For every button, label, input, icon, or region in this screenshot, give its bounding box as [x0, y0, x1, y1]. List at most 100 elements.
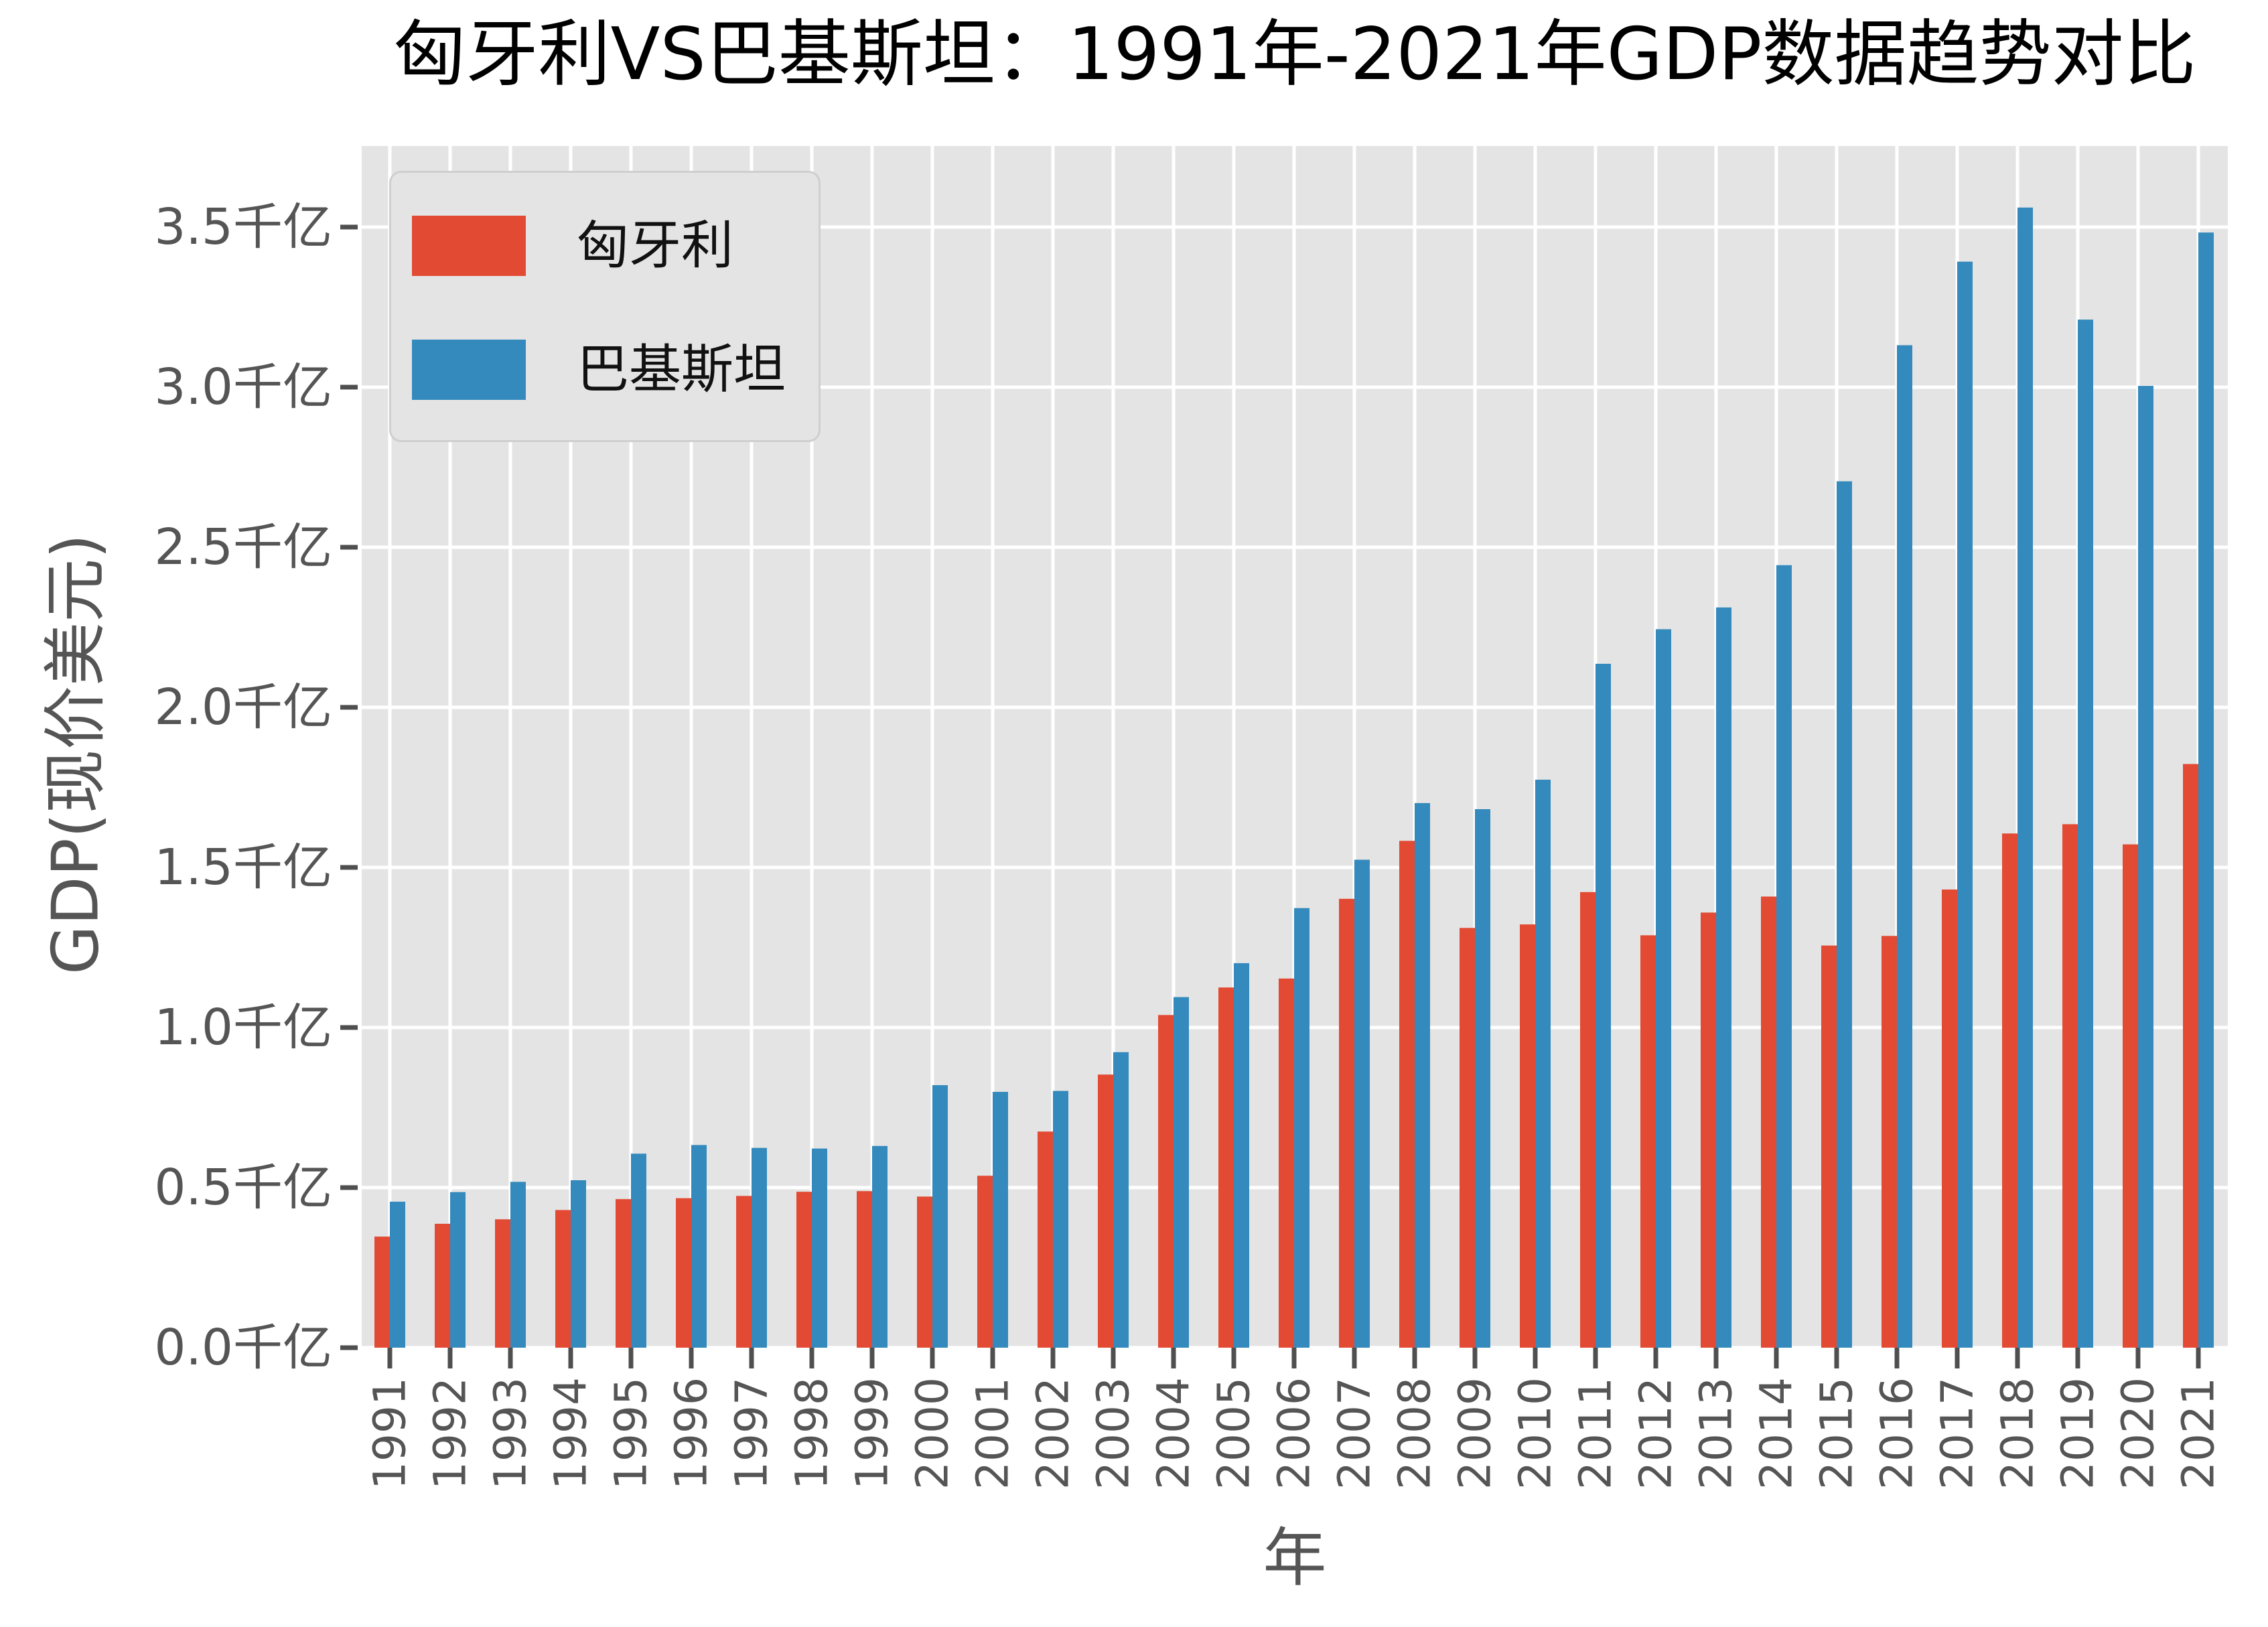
x-tick-label-2009: 2009: [1449, 1377, 1501, 1490]
bar-hungary-2020: [2123, 844, 2138, 1348]
bar-hungary-2018: [2002, 833, 2017, 1348]
legend-item-hungary: 匈牙利: [412, 216, 798, 276]
bar-hungary-2008: [1399, 841, 1415, 1348]
bar-pakistan-2004: [1174, 997, 1189, 1348]
x-tick-label-2020: 2020: [2113, 1377, 2164, 1490]
x-tick-label-2012: 2012: [1630, 1377, 1682, 1490]
bar-hungary-2002: [1038, 1131, 1053, 1348]
x-tick-label-1991: 1991: [364, 1377, 416, 1490]
bar-pakistan-2014: [1776, 565, 1792, 1348]
legend-label-hungary: 匈牙利: [577, 216, 734, 276]
bar-pakistan-2018: [2017, 207, 2033, 1348]
bar-pakistan-2020: [2138, 386, 2153, 1348]
bar-hungary-2019: [2062, 824, 2078, 1348]
bar-pakistan-2009: [1475, 809, 1490, 1348]
bar-hungary-1998: [796, 1192, 812, 1348]
bar-hungary-2004: [1158, 1015, 1174, 1348]
bar-hungary-2015: [1821, 945, 1837, 1348]
bar-hungary-1993: [495, 1219, 510, 1348]
bar-hungary-1995: [616, 1199, 631, 1348]
x-axis-title: 年: [1263, 1521, 1327, 1596]
bar-hungary-2007: [1339, 898, 1354, 1348]
x-tick-label-1996: 1996: [666, 1377, 717, 1490]
bar-hungary-2005: [1218, 987, 1234, 1348]
legend: 匈牙利 巴基斯坦: [389, 171, 821, 442]
y-tick-label-0.5: 0.5千亿: [154, 1159, 332, 1216]
bar-pakistan-1993: [510, 1182, 526, 1348]
hungary-swatch: [412, 216, 526, 276]
bar-pakistan-2000: [932, 1085, 948, 1348]
bar-hungary-2014: [1761, 896, 1776, 1348]
bar-hungary-1996: [676, 1198, 691, 1348]
x-tick-label-2013: 2013: [1691, 1377, 1742, 1490]
bar-pakistan-2010: [1535, 780, 1551, 1348]
x-tick-label-2001: 2001: [967, 1377, 1019, 1490]
bar-pakistan-2005: [1234, 963, 1249, 1348]
bar-hungary-2012: [1640, 935, 1656, 1348]
bar-hungary-1991: [374, 1236, 390, 1348]
y-tick-label-0: 0.0千亿: [154, 1319, 332, 1376]
x-tick-label-1999: 1999: [847, 1377, 898, 1490]
pakistan-swatch: [412, 340, 526, 400]
bar-pakistan-1998: [812, 1148, 827, 1348]
bar-pakistan-1996: [691, 1145, 707, 1348]
x-tick-label-2006: 2006: [1269, 1377, 1320, 1490]
x-tick-label-1997: 1997: [726, 1377, 778, 1490]
x-tick-label-2017: 2017: [1932, 1377, 1983, 1490]
y-tick-label-2: 2.0千亿: [154, 679, 332, 736]
x-tick-label-2015: 2015: [1811, 1377, 1863, 1490]
bar-pakistan-2017: [1957, 261, 1973, 1348]
y-tick-label-1: 1.0千亿: [154, 999, 332, 1056]
x-tick-label-2016: 2016: [1871, 1377, 1923, 1490]
bar-pakistan-1991: [390, 1202, 405, 1348]
x-tick-label-1994: 1994: [545, 1377, 597, 1490]
bar-hungary-2013: [1701, 912, 1716, 1348]
bar-pakistan-2003: [1113, 1052, 1129, 1348]
bar-hungary-2009: [1460, 928, 1475, 1348]
legend-label-pakistan: 巴基斯坦: [577, 340, 786, 400]
x-tick-label-2000: 2000: [907, 1377, 959, 1490]
bar-pakistan-1992: [450, 1192, 466, 1348]
bar-pakistan-2021: [2198, 232, 2214, 1348]
legend-item-pakistan: 巴基斯坦: [412, 340, 798, 400]
bar-hungary-1994: [555, 1210, 571, 1348]
bar-hungary-1999: [857, 1191, 872, 1348]
x-tick-label-2010: 2010: [1510, 1377, 1561, 1490]
bar-hungary-2011: [1580, 892, 1596, 1348]
bar-hungary-2016: [1882, 936, 1897, 1348]
x-tick-label-2004: 2004: [1148, 1377, 1200, 1490]
bar-hungary-2006: [1279, 978, 1294, 1348]
bar-hungary-2003: [1098, 1074, 1113, 1348]
x-tick-label-1993: 1993: [485, 1377, 537, 1490]
bar-pakistan-2012: [1656, 629, 1671, 1348]
x-tick-label-2002: 2002: [1027, 1377, 1079, 1490]
bar-pakistan-2001: [993, 1092, 1008, 1348]
bar-pakistan-1997: [752, 1147, 767, 1348]
y-tick-label-3: 3.0千亿: [154, 358, 332, 416]
x-tick-label-2011: 2011: [1570, 1377, 1622, 1490]
bar-hungary-2017: [1942, 889, 1957, 1348]
x-tick-label-2018: 2018: [1992, 1377, 2044, 1490]
bar-hungary-2000: [917, 1196, 932, 1348]
x-tick-label-2005: 2005: [1208, 1377, 1260, 1490]
x-tick-label-2019: 2019: [2052, 1377, 2104, 1490]
x-tick-label-2014: 2014: [1751, 1377, 1802, 1490]
x-tick-label-2003: 2003: [1088, 1377, 1139, 1490]
bar-pakistan-2013: [1716, 607, 1731, 1348]
x-tick-label-2007: 2007: [1329, 1377, 1380, 1490]
x-tick-label-1992: 1992: [425, 1377, 476, 1490]
bar-hungary-2010: [1520, 924, 1535, 1348]
bar-pakistan-2007: [1354, 859, 1370, 1348]
bar-pakistan-2002: [1053, 1090, 1068, 1348]
y-axis-title: GDP(现价美元): [39, 533, 113, 975]
bar-pakistan-2016: [1897, 345, 1912, 1348]
bar-hungary-1992: [435, 1224, 450, 1348]
bar-hungary-2021: [2183, 764, 2198, 1348]
bar-pakistan-2006: [1294, 908, 1309, 1348]
y-tick-label-3.5: 3.5千亿: [154, 198, 332, 256]
bar-pakistan-1994: [571, 1180, 586, 1348]
x-tick-label-2021: 2021: [2173, 1377, 2224, 1490]
x-tick-label-1998: 1998: [786, 1377, 838, 1490]
